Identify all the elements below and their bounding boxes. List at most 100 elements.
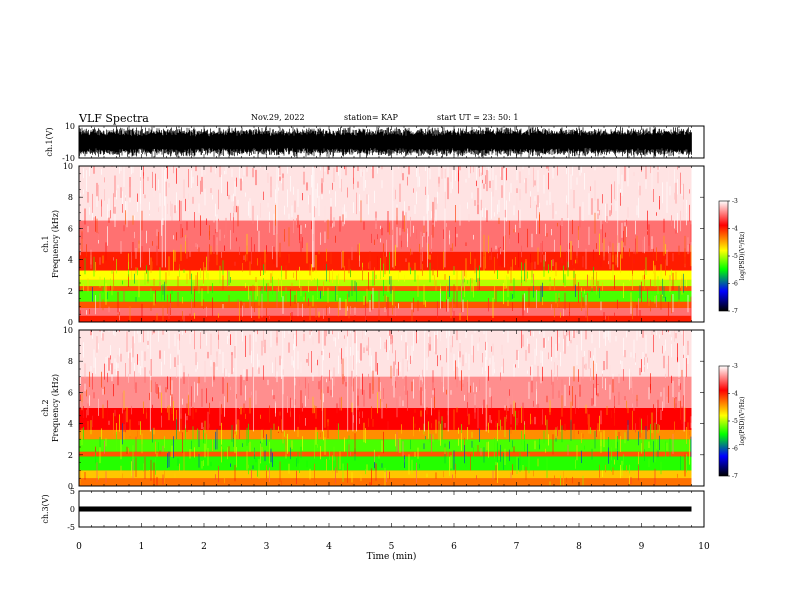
ch2-spectrogram-ytick-label: 0 xyxy=(68,482,73,491)
ch2-spectrogram-texture xyxy=(131,421,498,477)
x-tick-label: 2 xyxy=(201,542,207,552)
ch2-spectrogram-texture xyxy=(231,352,665,375)
ch1-spectrogram-texture xyxy=(246,166,482,202)
ch2-spectrogram-texture xyxy=(297,400,551,437)
ch2-spectrogram-texture xyxy=(107,400,515,453)
station-label: station= KAP xyxy=(344,113,398,122)
ch2-spectrogram-texture xyxy=(408,430,621,479)
ch2-spectrogram-texture xyxy=(161,392,539,467)
ch2-spectrogram-texture xyxy=(186,386,573,409)
ch2-spectrogram-texture xyxy=(252,367,543,425)
ch2-spectrogram-texture xyxy=(368,350,404,457)
ch1-spectrogram-texture xyxy=(537,166,647,208)
ch2-spectrogram-texture xyxy=(434,394,638,409)
ch1-spectrogram-texture xyxy=(237,198,593,320)
ch2-spectrogram-texture xyxy=(293,330,305,343)
ch1-colorbar-tick-label: -3 xyxy=(732,198,738,205)
ch1-spectrogram-texture xyxy=(290,217,630,322)
ch1-spectrogram-ytick-label: 2 xyxy=(68,287,73,296)
ch1-spectrogram-texture xyxy=(152,171,417,239)
ch1-spectrogram-texture xyxy=(324,206,450,245)
ch1-spectrogram-texture xyxy=(308,275,507,306)
ch2-spectrogram-texture xyxy=(227,365,527,481)
ch1-spectrogram-texture xyxy=(203,229,285,309)
ch1-spectrogram-band xyxy=(79,270,692,280)
ch1-spectrogram-texture xyxy=(147,166,612,219)
ch1-spectrogram-texture xyxy=(347,183,440,311)
ch2-spectrogram-texture xyxy=(192,407,329,439)
ch1-spectrogram-texture xyxy=(198,247,662,310)
ch1-spectrogram-texture xyxy=(96,182,677,252)
ch1-spectrogram-channel-label: ch.1 xyxy=(41,235,50,252)
ch2-spectrogram-texture xyxy=(219,335,645,428)
ch1-spectrogram-texture xyxy=(123,168,611,320)
ch1-spectrogram-texture xyxy=(552,202,689,255)
ch1-spectrogram-texture xyxy=(288,245,680,264)
ch2-spectrogram-texture xyxy=(399,431,473,453)
ch2-spectrogram-texture xyxy=(585,363,633,394)
ch1-spectrogram-texture xyxy=(311,264,425,305)
ch1-spectrogram-texture xyxy=(206,185,641,317)
x-tick-label: 4 xyxy=(326,542,332,552)
ch2-spectrogram-texture xyxy=(308,330,458,399)
ch2-spectrogram-texture xyxy=(188,335,513,415)
ch1-spectrogram-texture xyxy=(422,180,596,248)
ch2-spectrogram-texture xyxy=(183,413,470,471)
ch2-spectrogram-texture xyxy=(185,330,669,480)
ch1-spectrogram-texture xyxy=(143,166,690,304)
x-tick-label: 6 xyxy=(451,542,457,552)
ch1-spectrogram-texture xyxy=(182,282,350,320)
ch2-spectrogram-texture xyxy=(399,330,564,407)
ch1-spectrogram-texture xyxy=(80,166,573,316)
ch2-spectrogram-texture xyxy=(183,372,681,485)
ch2-spectrogram-texture xyxy=(155,407,686,454)
ch2-spectrogram-texture xyxy=(515,410,548,438)
ch2-spectrogram-texture xyxy=(125,330,221,426)
ch1-spectrogram-texture xyxy=(195,166,444,239)
ch2-spectrogram-texture xyxy=(110,359,410,371)
ch1-spectrogram-texture xyxy=(195,192,554,267)
ch1-spectrogram-texture xyxy=(252,229,515,302)
ch1-spectrogram-texture xyxy=(341,189,690,320)
ch1-spectrogram-texture xyxy=(326,248,560,304)
ch2-spectrogram-ytick-label: 6 xyxy=(68,388,73,397)
ch1-spectrogram-texture xyxy=(156,229,564,317)
ch2-spectrogram-texture xyxy=(86,330,245,358)
ch1-spectrogram-band xyxy=(79,286,692,291)
ch1-spectrogram-texture xyxy=(90,197,437,265)
ch1-spectrogram-texture xyxy=(272,172,659,260)
ch2-spectrogram-texture xyxy=(210,458,257,467)
x-tick-label: 0 xyxy=(76,542,82,552)
ch1-spectrogram-texture xyxy=(495,282,579,303)
ch1-spectrogram-texture xyxy=(95,215,572,315)
ch2-spectrogram-texture xyxy=(234,415,600,454)
ch1-spectrogram-texture xyxy=(410,216,668,266)
ch2-spectrogram-ylabel: Frequency (kHz) xyxy=(51,374,60,442)
ch1-spectrogram-texture xyxy=(387,211,519,268)
ch1-spectrogram-texture xyxy=(410,267,515,298)
ch2-spectrogram-texture xyxy=(86,330,638,426)
ch1-spectrogram-texture xyxy=(117,226,626,318)
ch2-colorbar-tick-label: -3 xyxy=(732,363,738,370)
ch2-spectrogram-texture xyxy=(243,358,344,413)
ch1-spectrogram-texture xyxy=(549,283,557,304)
x-tick-label: 1 xyxy=(139,542,145,552)
ch2-spectrogram-texture xyxy=(341,359,585,391)
ch2-spectrogram-ytick-label: 2 xyxy=(68,451,73,460)
ch2-spectrogram-texture xyxy=(149,370,306,426)
ch2-spectrogram-texture xyxy=(272,330,441,396)
ch2-spectrogram-texture xyxy=(489,403,633,423)
ch2-spectrogram-texture xyxy=(575,459,630,474)
ch1-spectrogram-texture xyxy=(539,212,672,314)
ch2-spectrogram-texture xyxy=(90,330,588,455)
ch2-spectrogram-texture xyxy=(213,362,612,419)
ch2-spectrogram-texture xyxy=(521,431,662,475)
ch2-spectrogram-ytick-label: 10 xyxy=(63,326,73,335)
ch1-spectrogram-texture xyxy=(318,250,558,308)
ch1-spectrogram-texture xyxy=(249,258,476,303)
ch1-spectrogram-texture xyxy=(117,180,648,313)
ch2-spectrogram-texture xyxy=(422,366,645,385)
ch2-spectrogram-texture xyxy=(204,426,279,458)
ch2-spectrogram-texture xyxy=(179,446,263,474)
ch2-spectrogram-texture xyxy=(533,430,644,477)
